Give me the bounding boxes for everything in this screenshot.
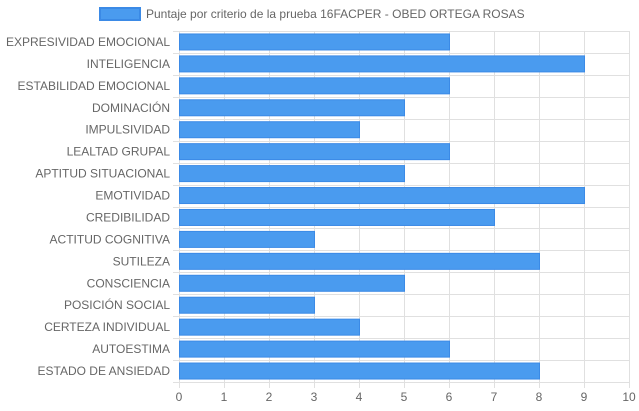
tick-label: 0: [176, 390, 183, 404]
category-label: ACTITUD COGNITIVA: [50, 232, 170, 246]
bar-11[interactable]: [179, 252, 540, 270]
bars: [179, 33, 585, 380]
bar-10[interactable]: [179, 230, 315, 248]
legend[interactable]: Puntaje por criterio de la prueba 16FACP…: [99, 7, 525, 21]
legend-label: Puntaje por criterio de la prueba 16FACP…: [146, 7, 525, 21]
tick-label: 1: [221, 390, 228, 404]
bar-8[interactable]: [179, 187, 585, 205]
tick-label: 9: [581, 390, 588, 404]
tick-label: 7: [491, 390, 498, 404]
category-label: POSICIÓN SOCIAL: [64, 297, 170, 312]
bar-15[interactable]: [179, 340, 450, 358]
category-label: EXPRESIVIDAD EMOCIONAL: [6, 35, 170, 49]
category-label: IMPULSIVIDAD: [85, 123, 170, 137]
tick-label: 5: [401, 390, 408, 404]
tick-label: 10: [622, 390, 636, 404]
bar-1[interactable]: [179, 33, 450, 51]
category-label: SUTILEZA: [113, 254, 170, 268]
bar-2[interactable]: [179, 55, 585, 73]
category-label: LEALTAD GRUPAL: [67, 145, 171, 159]
category-label: CONSCIENCIA: [87, 276, 170, 290]
bar-14[interactable]: [179, 318, 360, 336]
tick-label: 3: [311, 390, 318, 404]
category-label: CERTEZA INDIVIDUAL: [44, 320, 170, 334]
bar-6[interactable]: [179, 143, 450, 161]
bar-7[interactable]: [179, 165, 405, 183]
category-label: ESTABILIDAD EMOCIONAL: [18, 79, 171, 93]
bar-3[interactable]: [179, 77, 450, 95]
bar-5[interactable]: [179, 121, 360, 139]
tick-label: 8: [536, 390, 543, 404]
category-label: INTELIGENCIA: [87, 57, 170, 71]
legend-swatch: [99, 7, 141, 21]
category-label: ESTADO DE ANSIEDAD: [38, 364, 171, 378]
tick-label: 6: [446, 390, 453, 404]
category-label: DOMINACIÓN: [92, 100, 170, 115]
category-label: APTITUD SITUACIONAL: [35, 167, 170, 181]
category-label: CREDIBILIDAD: [86, 210, 170, 224]
tick-label: 2: [266, 390, 273, 404]
category-label: AUTOESTIMA: [92, 342, 170, 356]
bar-9[interactable]: [179, 208, 495, 226]
tick-label: 4: [356, 390, 363, 404]
value-axis: 0 1 2 3 4 5 6 7 8 9 10: [176, 390, 636, 404]
bar-13[interactable]: [179, 296, 315, 314]
category-label: EMOTIVIDAD: [95, 189, 170, 203]
category-axis: EXPRESIVIDAD EMOCIONAL INTELIGENCIA ESTABI…: [6, 35, 170, 378]
bar-16[interactable]: [179, 362, 540, 380]
bar-12[interactable]: [179, 274, 405, 292]
bar-4[interactable]: [179, 99, 405, 117]
